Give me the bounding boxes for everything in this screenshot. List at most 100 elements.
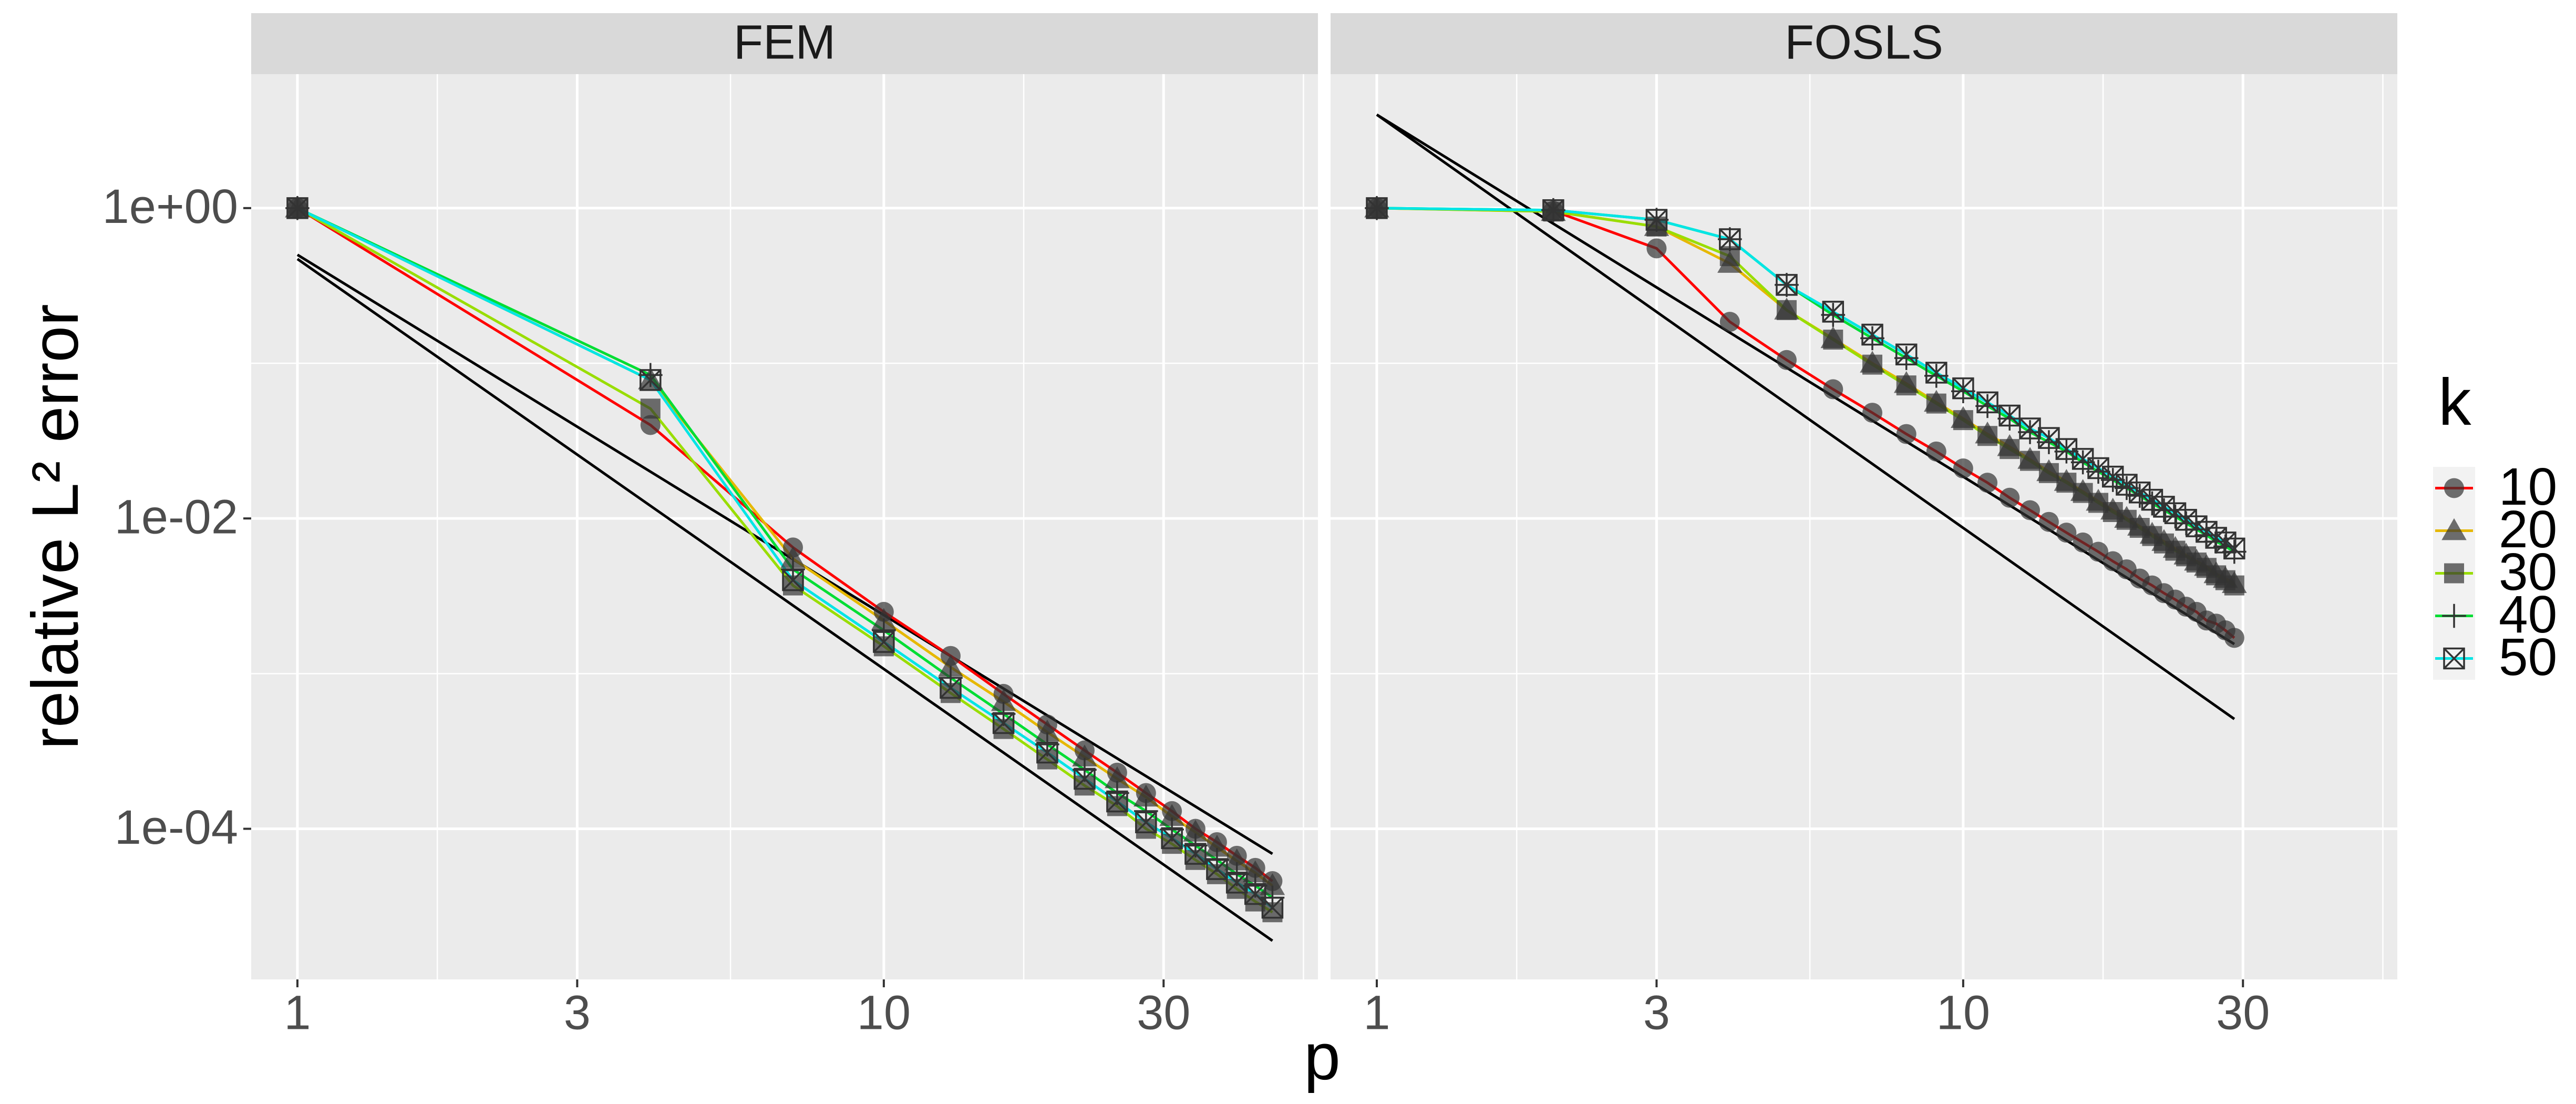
data-point [1074,775,1095,796]
data-point [1136,819,1156,839]
legend-title: k [2438,366,2471,439]
data-point [2038,512,2059,532]
data-point [1822,301,1845,323]
data-point [992,712,1015,734]
data-point [1997,406,2022,431]
panel-title: FEM [734,15,836,69]
data-point [2086,459,2110,484]
data-point [640,369,662,391]
data-point [1977,473,1998,493]
x-tick-label: 10 [1936,986,1990,1039]
panel-title: FOSLS [1785,15,1943,69]
data-point [1952,377,1974,400]
data-point [1072,744,1097,766]
data-point [1953,410,1973,431]
reference-line [1376,114,2235,720]
data-point [1896,375,1916,396]
data-point [1776,300,1797,320]
data-point [2101,465,2124,488]
data-point [1823,379,1843,400]
data-point [1183,820,1208,842]
x-tick-label: 3 [1643,986,1670,1039]
data-point [2087,457,2109,479]
legend-label: 30 [2499,543,2557,601]
data-point [938,655,963,677]
data-point [2019,451,2040,471]
data-point [872,618,896,642]
data-point [1159,804,1184,826]
x-tick-label: 1 [1363,986,1390,1039]
data-point [1261,896,1284,919]
data-point [2073,532,2093,553]
y-tick-label: 1e-02 [115,490,238,544]
legend-label: 50 [2499,628,2557,687]
data-point [1953,458,1973,479]
data-point [1823,330,1843,350]
x-tick-label: 3 [564,986,591,1039]
data-point [1225,872,1248,894]
data-point [1862,354,1882,375]
data-point [1135,811,1157,834]
data-point [1860,326,1884,351]
data-point [1924,364,1949,388]
data-point [1134,799,1158,823]
data-point [1242,860,1268,883]
data-point [2070,450,2095,475]
data-point [2224,628,2244,648]
reference-line [296,253,1273,855]
data-point [1975,394,2000,418]
panel-background [251,74,1318,979]
data-point [1862,403,1882,423]
data-point [1895,343,1918,365]
data-point [1366,197,1388,219]
legend-label: 40 [2499,585,2557,644]
y-tick-label: 1e-04 [115,801,238,854]
data-point [873,631,895,653]
x-axis-title: p [1304,1020,1341,1093]
data-point [1037,749,1057,770]
data-point [1719,228,1741,250]
data-point [2153,496,2175,518]
legend-label: 20 [2499,500,2557,559]
y-axis-title: relative L² error [19,304,92,749]
data-point [1925,362,1948,384]
data-point [1542,199,1564,221]
data-point [940,677,962,699]
data-point [1896,424,1916,444]
strip-background [1331,13,2397,74]
data-point [2038,427,2060,449]
data-point [1719,312,1740,332]
legend-marker [2442,604,2466,628]
data-point [1821,303,1846,327]
data-point [1260,873,1285,895]
data-point [1776,350,1797,370]
data-point [1926,441,1946,462]
data-point [1719,246,1740,267]
data-point [2072,448,2094,470]
data-point [2073,483,2093,503]
data-point [1106,790,1128,813]
data-point [1227,878,1247,899]
data-point [2038,463,2059,483]
data-point [1204,834,1230,857]
reference-line [296,258,1273,942]
data-point [2056,523,2077,543]
legend-marker [2444,563,2464,584]
data-point [1224,849,1250,871]
data-point [640,398,661,419]
data-point [1861,323,1883,346]
data-point [1776,274,1798,296]
data-point [2019,500,2040,520]
x-tick-label: 1 [284,986,311,1039]
strip-background [251,13,1318,74]
data-point [1976,391,1998,414]
data-point [2214,531,2237,554]
data-point [2000,487,2020,508]
data-point [1894,346,1919,370]
data-point [1134,784,1159,807]
data-point [2056,473,2077,493]
data-point [1036,741,1058,764]
x-tick-label: 10 [857,986,911,1039]
